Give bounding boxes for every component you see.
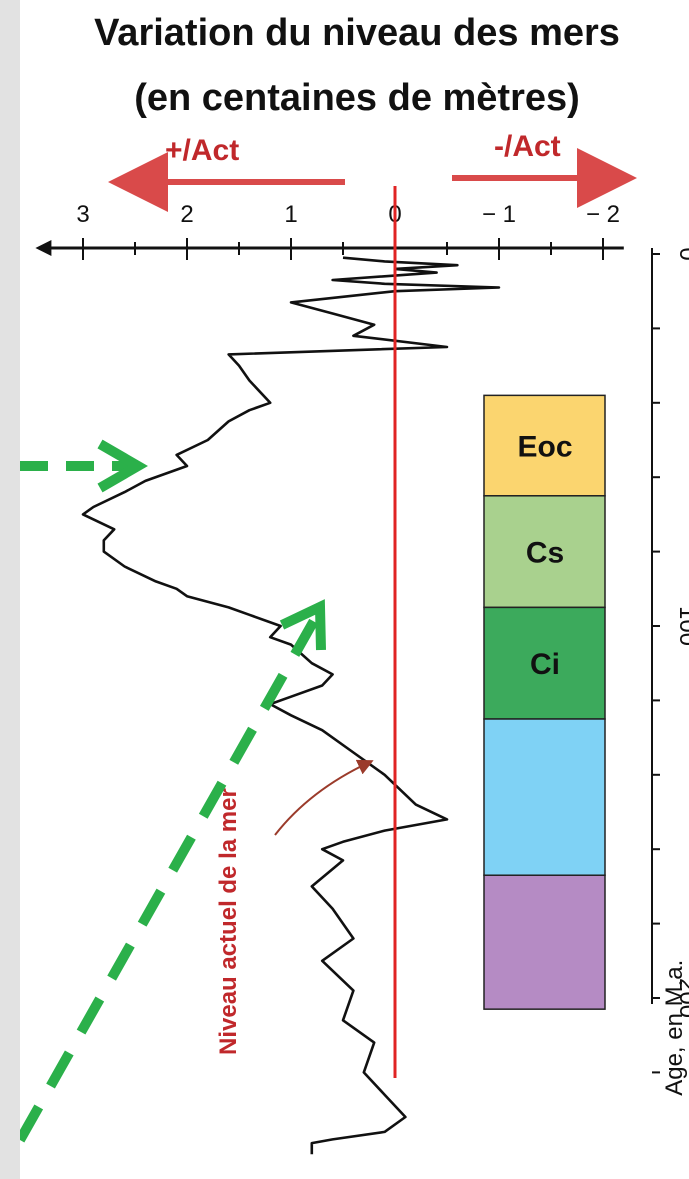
y-axis-label: Age, en M.a. <box>661 960 688 1096</box>
stage-box <box>483 606 606 720</box>
stage-label: Eoc <box>517 431 572 464</box>
sea-level-vertical-label: Niveau actuel de la mer <box>215 788 242 1055</box>
arrow-right-label: -/Act <box>494 130 561 163</box>
chart-title-line2: (en centaines de mètres) <box>134 77 580 119</box>
sea-level-curve <box>81 256 501 1155</box>
chart-title-line1: Variation du niveau des mers <box>94 12 620 54</box>
label-backdrop <box>168 660 268 1060</box>
sea-level-curve-line <box>81 256 501 1155</box>
slide: Variation du niveau des mers (en centain… <box>20 0 689 1179</box>
stage-box <box>483 874 606 1010</box>
sea-level-chart: Variation du niveau des mers (en centain… <box>20 12 689 1155</box>
x-axis-arrowhead <box>35 240 52 256</box>
stratigraphic-column: Eoc Cs Ci <box>483 394 606 1010</box>
y-tick-label: 200 <box>674 978 689 1018</box>
x-tick-label: 2 <box>180 201 193 228</box>
stage-label: Cs <box>526 537 564 570</box>
green-arrow-lower <box>20 599 326 1143</box>
stage-box <box>483 394 606 497</box>
x-tick-label: 3 <box>76 201 89 228</box>
arrow-left-label: +/Act <box>165 134 239 167</box>
x-tick-label: − 2 <box>586 201 620 228</box>
green-arrow-upper <box>20 439 148 493</box>
x-tick-label: − 1 <box>482 201 516 228</box>
x-tick-label: 1 <box>284 201 297 228</box>
y-tick-label: 100 <box>674 606 689 646</box>
y-tick-label: 0 <box>674 247 689 260</box>
label-pointer-arrow <box>274 759 374 836</box>
x-axis: 3210− 1− 2 <box>35 201 624 260</box>
stage-label: Ci <box>530 648 560 681</box>
stage-box <box>483 718 606 876</box>
